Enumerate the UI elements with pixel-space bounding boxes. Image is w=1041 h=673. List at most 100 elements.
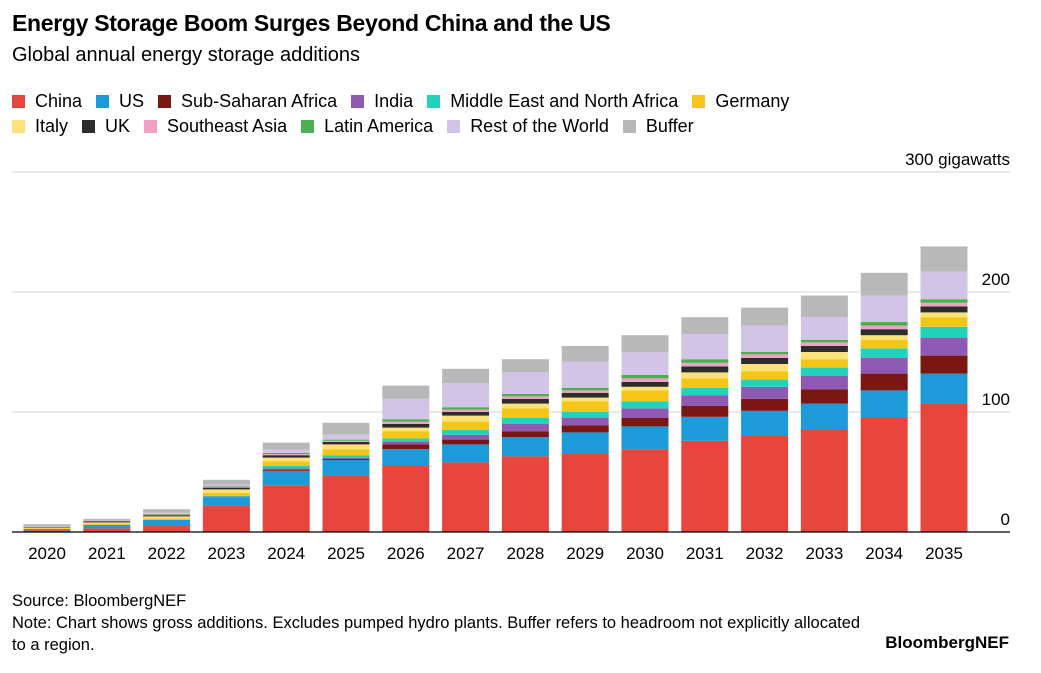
- bar-segment: [442, 434, 490, 440]
- bar-segment: [800, 346, 848, 352]
- bar-segment: [621, 401, 669, 409]
- x-tick-label: 2022: [148, 544, 186, 563]
- bar-segment: [681, 317, 729, 334]
- bar-segment: [800, 340, 848, 343]
- x-tick-label: 2034: [865, 544, 903, 563]
- bar-segment: [741, 371, 789, 380]
- bar-segment: [23, 526, 71, 528]
- bar-segment: [23, 529, 71, 531]
- legend-label: Southeast Asia: [167, 116, 288, 136]
- x-tick-label: 2032: [746, 544, 784, 563]
- bar-segment: [143, 518, 191, 520]
- legend-label: US: [119, 91, 145, 111]
- bar-segment: [382, 442, 430, 445]
- bar-segment: [382, 449, 430, 466]
- bar-segment: [860, 340, 908, 349]
- legend-item-china: China: [12, 91, 82, 112]
- bar-segment: [262, 455, 310, 458]
- bar-segment: [202, 497, 250, 506]
- bar-segment: [860, 325, 908, 330]
- x-tick-label: 2027: [447, 544, 485, 563]
- y-tick-label: 300 gigawatts: [905, 150, 1010, 169]
- bar-segment: [143, 509, 191, 513]
- bar-segment: [800, 359, 848, 368]
- bar-segment: [741, 352, 789, 355]
- x-tick-label: 2033: [805, 544, 843, 563]
- bar-segment: [501, 408, 549, 418]
- bar-segment: [262, 449, 310, 453]
- bar-segment: [202, 489, 250, 493]
- bar-segment: [442, 409, 490, 412]
- bar-segment: [442, 430, 490, 435]
- bar-segment: [800, 376, 848, 390]
- legend-label: Sub-Saharan Africa: [181, 91, 338, 111]
- x-tick-label: 2024: [267, 544, 305, 563]
- bar-segment: [143, 512, 191, 514]
- x-tick-label: 2021: [88, 544, 126, 563]
- bar-segment: [681, 362, 729, 367]
- bar-segment: [382, 431, 430, 439]
- bar-segment: [262, 468, 310, 470]
- legend-label: Middle East and North Africa: [450, 91, 679, 111]
- legend-swatch: [144, 120, 158, 133]
- bar-segment: [561, 361, 609, 388]
- y-tick-label: 0: [1001, 510, 1010, 529]
- bar-segment: [322, 439, 370, 441]
- bar-segment: [920, 326, 968, 338]
- bar-segment: [920, 317, 968, 327]
- legend-swatch: [692, 95, 706, 108]
- bar-segment: [681, 334, 729, 360]
- bar-segment: [322, 475, 370, 532]
- bar-segment: [202, 496, 250, 498]
- bar-segment: [382, 419, 430, 422]
- bar-segment: [202, 487, 250, 488]
- bar-segment: [202, 486, 250, 487]
- bar-segment: [442, 407, 490, 410]
- bar-segment: [262, 457, 310, 462]
- chart-title: Energy Storage Boom Surges Beyond China …: [12, 10, 611, 36]
- bar-segment: [860, 358, 908, 374]
- bar-segment: [83, 521, 131, 523]
- bar-segment: [681, 372, 729, 379]
- bar-segment: [83, 522, 131, 524]
- bar-segment: [920, 373, 968, 404]
- bar-segment: [501, 418, 549, 424]
- legend-label: Latin America: [324, 116, 434, 136]
- bar-segment: [202, 487, 250, 490]
- legend-label: China: [35, 91, 83, 111]
- x-tick-label: 2025: [327, 544, 365, 563]
- bar-segment: [442, 439, 490, 445]
- legend-swatch: [351, 95, 365, 108]
- bar-segment: [621, 352, 669, 375]
- bar-segment: [442, 462, 490, 532]
- legend-swatch: [158, 95, 172, 108]
- legend-item-uk: UK: [82, 116, 130, 137]
- legend-item-sub-saharan-africa: Sub-Saharan Africa: [158, 91, 337, 112]
- bar-segment: [621, 378, 669, 382]
- bar-segment: [23, 527, 71, 529]
- bar-segment: [860, 373, 908, 391]
- bar-segment: [143, 514, 191, 515]
- bar-segment: [621, 408, 669, 418]
- bar-segment: [561, 390, 609, 393]
- bar-segment: [23, 527, 71, 528]
- bar-segment: [202, 493, 250, 496]
- bar-segment: [561, 454, 609, 532]
- bar-segment: [382, 421, 430, 424]
- bar-segment: [501, 431, 549, 438]
- bar-segment: [322, 457, 370, 459]
- bar-segment: [382, 398, 430, 420]
- bar-segment: [800, 367, 848, 376]
- bar-segment: [860, 348, 908, 358]
- bar-segment: [322, 458, 370, 460]
- bar-segment: [262, 469, 310, 471]
- bar-segment: [741, 436, 789, 532]
- bar-segment: [741, 379, 789, 387]
- bar-segment: [262, 470, 310, 486]
- bar-segment: [262, 485, 310, 532]
- bar-segment: [561, 388, 609, 391]
- legend-label: Italy: [35, 116, 69, 136]
- x-tick-label: 2029: [566, 544, 604, 563]
- bar-segment: [322, 434, 370, 440]
- legend-item-latin-america: Latin America: [301, 116, 433, 137]
